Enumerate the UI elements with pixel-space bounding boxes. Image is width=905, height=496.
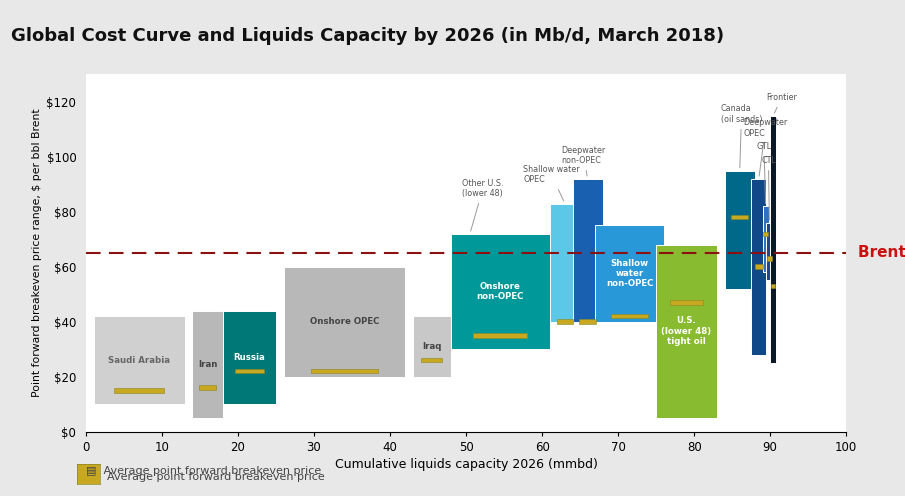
Bar (223, 310, 276, 404)
Text: Onshore OPEC: Onshore OPEC (310, 317, 379, 326)
Bar (473, 333, 528, 338)
Bar (557, 319, 573, 324)
Text: Frontier: Frontier (767, 93, 797, 113)
Bar (422, 358, 443, 362)
Bar (595, 226, 663, 321)
Bar (573, 179, 603, 321)
Text: ▤  Average point forward breakeven price: ▤ Average point forward breakeven price (86, 466, 321, 476)
Y-axis label: Point forward breakeven price range, $ per bbl Brent: Point forward breakeven price range, $ p… (33, 109, 43, 397)
Text: Brent $65: Brent $65 (858, 246, 905, 260)
Bar (767, 256, 772, 261)
Text: Iraq: Iraq (422, 342, 442, 351)
Bar (763, 206, 768, 272)
Text: Average point forward breakeven price: Average point forward breakeven price (107, 472, 325, 482)
Bar (611, 314, 648, 318)
Bar (767, 223, 773, 280)
Bar (283, 267, 405, 376)
Bar (93, 316, 185, 404)
Text: Russia: Russia (233, 353, 265, 362)
Bar (234, 369, 264, 373)
Bar (771, 284, 776, 288)
Bar (549, 203, 580, 321)
Bar (579, 319, 596, 324)
Bar (114, 388, 165, 392)
Text: Deepwater
non-OPEC: Deepwater non-OPEC (561, 146, 605, 176)
Bar (413, 316, 451, 376)
Text: CTL: CTL (761, 156, 776, 220)
Bar (755, 264, 763, 269)
Text: Canada
(oil sands): Canada (oil sands) (720, 105, 762, 168)
Bar (770, 116, 776, 363)
Bar (725, 171, 755, 289)
Text: Onshore
non-OPEC: Onshore non-OPEC (477, 282, 524, 301)
Bar (670, 300, 703, 305)
Text: GTL: GTL (757, 142, 772, 203)
Bar (656, 245, 717, 418)
Bar (763, 232, 767, 236)
X-axis label: Cumulative liquids capacity 2026 (mmbd): Cumulative liquids capacity 2026 (mmbd) (335, 458, 597, 471)
Text: Iran: Iran (198, 360, 217, 369)
Bar (751, 179, 767, 355)
Text: Deepwater
OPEC: Deepwater OPEC (744, 118, 787, 176)
Bar (451, 234, 549, 349)
Text: Shallow
water
non-OPEC: Shallow water non-OPEC (605, 258, 653, 289)
Bar (311, 369, 378, 373)
Text: Shallow water
OPEC: Shallow water OPEC (523, 165, 580, 201)
Bar (199, 385, 216, 390)
Bar (193, 310, 223, 418)
Text: Other U.S.
(lower 48): Other U.S. (lower 48) (462, 179, 504, 231)
Bar (731, 215, 748, 219)
Text: Global Cost Curve and Liquids Capacity by 2026 (in Mb/d, March 2018): Global Cost Curve and Liquids Capacity b… (11, 27, 724, 45)
Text: U.S.
(lower 48)
tight oil: U.S. (lower 48) tight oil (662, 316, 711, 346)
Text: Saudi Arabia: Saudi Arabia (109, 356, 170, 365)
